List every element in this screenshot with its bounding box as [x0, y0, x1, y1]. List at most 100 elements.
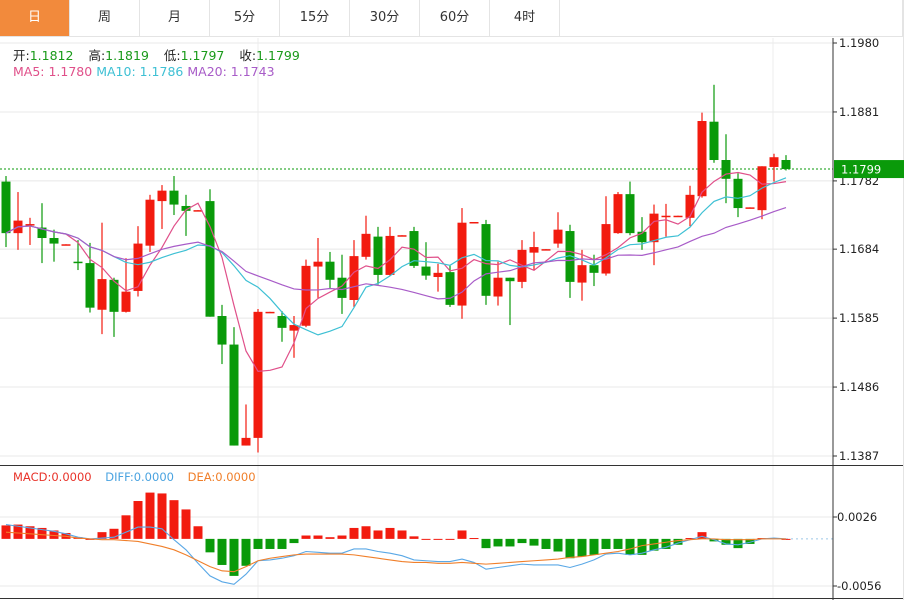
macd-bar [577, 538, 587, 557]
candle-up [745, 207, 755, 209]
macd-bar [625, 538, 635, 555]
macd-bar [685, 538, 695, 540]
diff-value: DIFF:0.0000 [105, 470, 174, 484]
macd-bar [325, 537, 335, 539]
tab-week[interactable]: 周 [70, 0, 140, 36]
price-tick-label: 1.1585 [839, 311, 879, 325]
price-tick-label: 1.1486 [839, 380, 879, 394]
candle-down [325, 261, 335, 280]
macd-bar [661, 538, 671, 549]
tab-month[interactable]: 月 [140, 0, 210, 36]
macd-bar [733, 538, 743, 549]
macd-bar [277, 538, 287, 549]
macd-bar [589, 538, 599, 555]
macd-bar [517, 538, 527, 544]
candle-down [421, 266, 431, 276]
macd-bar [637, 538, 647, 555]
candle-down [625, 194, 635, 234]
tab-4hour[interactable]: 4时 [490, 0, 560, 36]
candle-down [205, 201, 215, 317]
macd-bar [481, 538, 491, 549]
macd-bar [565, 538, 575, 559]
macd-bar [433, 538, 443, 540]
candle-up [697, 121, 707, 197]
macd-bar [469, 538, 479, 540]
candle-down [733, 178, 743, 209]
macd-bar [373, 530, 383, 539]
macd-bar [313, 535, 323, 539]
macd-bar [145, 492, 155, 539]
macd-bar [457, 530, 467, 539]
moving-averages [5, 171, 787, 372]
candle-up [121, 291, 131, 312]
grid [0, 38, 833, 598]
macd-bar [241, 538, 251, 566]
macd-bar [445, 538, 455, 540]
candle-up [361, 233, 371, 257]
candle-up [493, 277, 503, 297]
open-value: 1.1812 [29, 48, 74, 63]
tab-15min[interactable]: 15分 [280, 0, 350, 36]
ma5-line [5, 171, 787, 372]
macd-bar [421, 538, 431, 540]
macd-bar [181, 509, 191, 539]
close-value: 1.1799 [256, 48, 300, 63]
candle-up [433, 272, 443, 278]
candle-down [181, 205, 191, 211]
tab-60min[interactable]: 60分 [420, 0, 490, 36]
candle-up [25, 224, 35, 226]
candle-up [301, 265, 311, 326]
macd-bar [217, 538, 227, 565]
candle-down [217, 316, 227, 345]
candle-up [97, 279, 107, 310]
macd-bar [493, 538, 503, 547]
candle-up [661, 215, 671, 218]
macd-bar [97, 532, 107, 539]
candle-down [49, 238, 59, 244]
candle-up [289, 325, 299, 331]
low-value: 1.1797 [180, 48, 225, 63]
ma5-value: MA5: 1.1780 [13, 64, 93, 79]
macd-bar [613, 538, 623, 549]
ma10-value: MA10: 1.1786 [96, 64, 184, 79]
macd-bar [13, 524, 23, 539]
candle-up [553, 229, 563, 244]
macd-bar [721, 538, 731, 545]
candle-up [313, 261, 323, 267]
tab-30min[interactable]: 30分 [350, 0, 420, 36]
tab-5min[interactable]: 5分 [210, 0, 280, 36]
ma20-line [5, 206, 787, 300]
macd-bar [25, 526, 35, 539]
macd-bar [205, 538, 215, 553]
macd-bar [37, 527, 47, 539]
candle-down [373, 236, 383, 275]
candle-up [349, 256, 359, 300]
macd-bar [673, 538, 683, 545]
diff-line [5, 524, 787, 585]
last-price-badge [834, 160, 904, 179]
macd-bar [49, 530, 59, 539]
candle-up [193, 210, 203, 212]
candle-up [529, 247, 539, 253]
dea-value: DEA:0.0000 [187, 470, 256, 484]
macd-bar [121, 515, 131, 539]
high-label: 高: [88, 48, 106, 63]
macd-bar [409, 536, 419, 539]
candle-up [397, 235, 407, 237]
macd-bar [649, 538, 659, 551]
macd-bar [601, 538, 611, 549]
macd-bar [253, 538, 263, 549]
candle-up [577, 265, 587, 283]
open-label: 开: [13, 48, 30, 63]
macd-bar [349, 527, 359, 539]
candle-up [253, 311, 263, 438]
macd-bar [745, 538, 755, 544]
candle-up [769, 157, 779, 167]
low-label: 低: [163, 48, 181, 63]
high-value: 1.1819 [105, 48, 149, 63]
macd-bar [385, 527, 395, 539]
ohlc-info: 开:1.1812 高:1.1819 低:1.1797 收:1.1799 [13, 45, 311, 64]
tab-day[interactable]: 日 [0, 0, 70, 36]
candle-down [277, 316, 287, 328]
